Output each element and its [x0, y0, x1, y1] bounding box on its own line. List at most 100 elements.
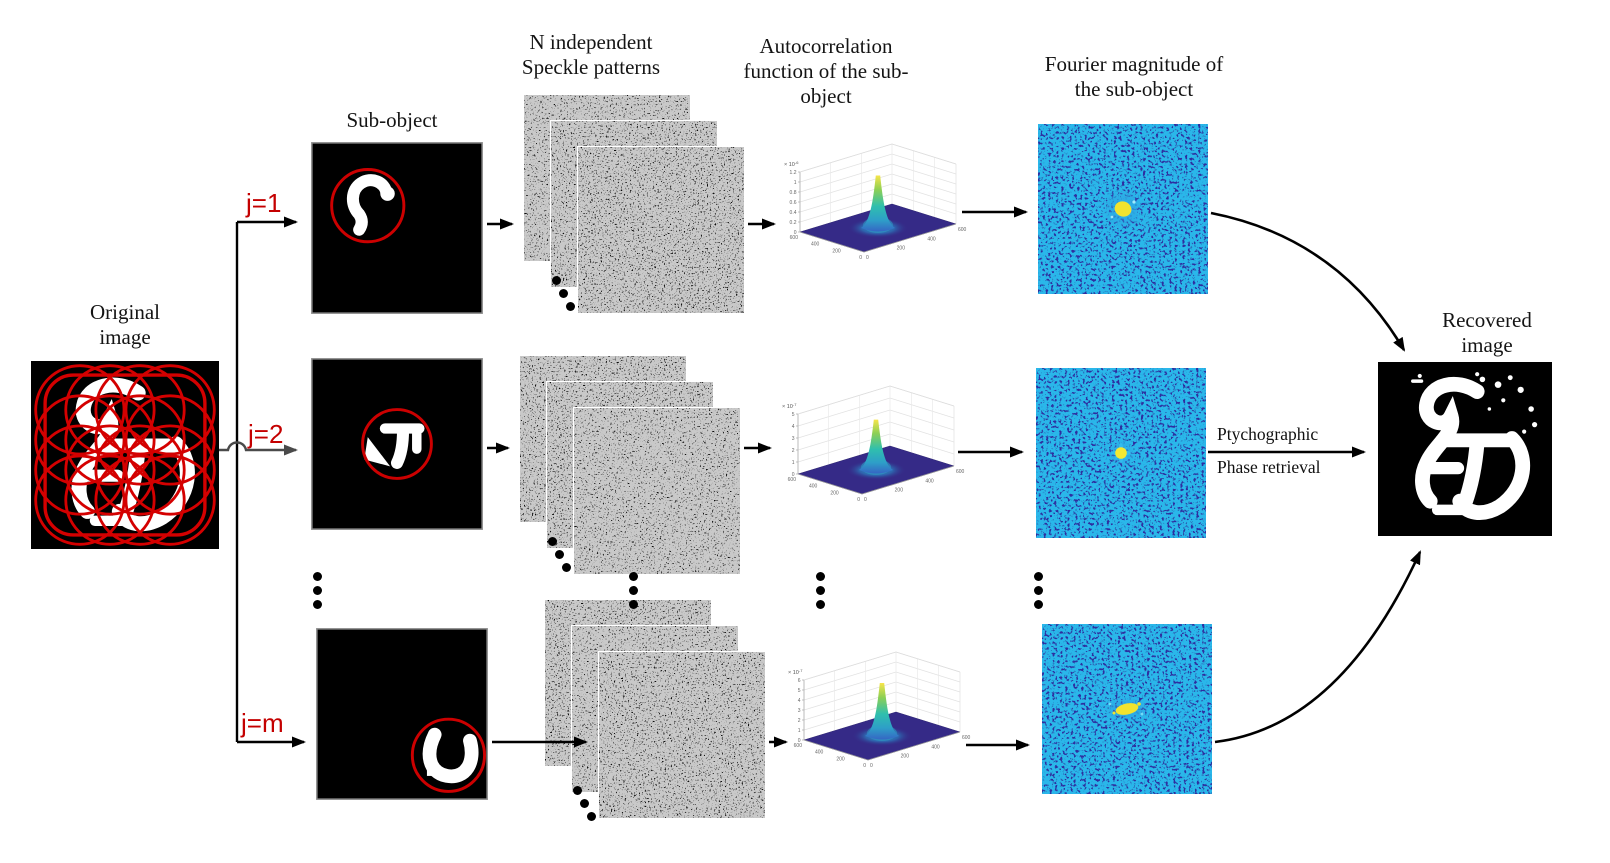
svg-text:3: 3	[798, 708, 801, 714]
sub-object-panel-jm	[316, 628, 488, 800]
header-line: Speckle patterns	[521, 55, 661, 79]
svg-text:400: 400	[811, 242, 820, 248]
header-line: Fourier magnitude of	[1044, 52, 1224, 76]
fourier-magnitude-j1	[1038, 124, 1208, 294]
svg-text:600: 600	[790, 235, 799, 241]
svg-text:1.2: 1.2	[790, 170, 797, 176]
svg-text:200: 200	[830, 490, 839, 496]
sub-object-j2	[311, 358, 483, 530]
row-ellipsis-fourier	[1034, 572, 1043, 614]
fourier-header: Fourier magnitude of the sub-object	[1014, 52, 1254, 102]
svg-text:600: 600	[956, 469, 965, 475]
svg-text:0: 0	[864, 497, 867, 503]
character-glyph	[1415, 376, 1531, 520]
header-line: N independent	[529, 30, 653, 54]
fourier-peak	[1115, 447, 1127, 459]
svg-text:0: 0	[857, 497, 860, 503]
arrow-curved-top-to-recovered	[1210, 211, 1406, 352]
svg-text:600: 600	[794, 743, 803, 749]
header-line: Sub-object	[346, 108, 438, 132]
svg-text:1: 1	[794, 180, 797, 186]
header-line: function of the sub-	[743, 59, 909, 83]
svg-text:0: 0	[863, 763, 866, 769]
svg-text:0: 0	[859, 255, 862, 261]
header-line: Original	[90, 300, 160, 324]
recovered-image-panel	[1378, 362, 1552, 536]
branch-label-jm: j=m	[241, 708, 284, 738]
svg-text:600: 600	[958, 227, 967, 233]
sub-object-jm	[316, 628, 488, 800]
row-ellipsis-subobject	[313, 572, 322, 614]
header-line: Autocorrelation	[759, 34, 893, 58]
header-line: object	[800, 84, 852, 108]
original-image	[31, 361, 219, 549]
sub-glyph-fragment	[380, 186, 395, 201]
svg-text:0.4: 0.4	[790, 210, 797, 216]
svg-text:600: 600	[788, 477, 797, 483]
header-line: Recovered	[1442, 308, 1532, 332]
fourier-magnitude-jm	[1042, 624, 1212, 794]
header-line: image	[99, 325, 151, 349]
svg-text:5: 5	[792, 412, 795, 418]
branch-label-j2: j=2	[248, 419, 284, 449]
autocorrelation-header: Autocorrelation function of the sub- obj…	[716, 34, 936, 109]
sub-object-panel-j2	[311, 358, 483, 530]
svg-text:400: 400	[925, 478, 934, 484]
sub-glyph-fragment	[346, 174, 393, 236]
svg-text:2: 2	[792, 448, 795, 454]
svg-text:400: 400	[931, 744, 940, 750]
svg-text:200: 200	[895, 488, 904, 494]
header-line: the sub-object	[1074, 77, 1194, 101]
svg-text:2: 2	[798, 718, 801, 724]
speckle-pattern-front	[577, 146, 745, 318]
original-image-panel	[31, 361, 219, 549]
scan-circle	[361, 408, 433, 480]
svg-text:400: 400	[927, 236, 936, 242]
svg-text:200: 200	[832, 248, 841, 254]
svg-text:1: 1	[792, 460, 795, 466]
svg-text:5: 5	[798, 688, 801, 694]
speckle-stack-ellipsis-j1	[552, 276, 578, 316]
fourier-magnitude-panel-j1	[1038, 124, 1208, 294]
scan-circles-grid	[34, 364, 216, 546]
sub-glyph-fragment	[364, 423, 425, 469]
fourier-magnitude-j2	[1036, 368, 1206, 538]
svg-text:0: 0	[794, 230, 797, 236]
sub-object-j1	[311, 142, 483, 314]
sub-object-panel-j1	[311, 142, 483, 314]
scan-circle	[330, 168, 406, 244]
arrow-curved-bottom-to-recovered	[1214, 550, 1422, 744]
header-line: image	[1461, 333, 1513, 357]
svg-text:0.2: 0.2	[790, 220, 797, 226]
fourier-magnitude-panel-jm	[1042, 624, 1212, 794]
fourier-magnitude-panel-j2	[1036, 368, 1206, 538]
svg-text:0: 0	[870, 763, 873, 769]
svg-text:200: 200	[901, 754, 910, 760]
svg-text:600: 600	[962, 735, 971, 741]
svg-text:× 10-6: × 10-6	[784, 160, 799, 168]
svg-text:0: 0	[798, 738, 801, 744]
fourier-peak	[1114, 201, 1132, 217]
svg-text:0: 0	[792, 472, 795, 478]
svg-text:200: 200	[897, 246, 906, 252]
svg-text:0: 0	[866, 255, 869, 261]
svg-text:0.6: 0.6	[790, 200, 797, 206]
sub-glyph-fragment	[422, 727, 479, 784]
original-image-header: Original image	[32, 300, 218, 350]
reconstruction-noise-specks	[1411, 372, 1538, 434]
svg-text:1: 1	[798, 728, 801, 734]
svg-text:200: 200	[836, 756, 845, 762]
speckle-stack-ellipsis-j2	[548, 537, 574, 577]
scan-circle	[410, 717, 487, 793]
sub-object-header: Sub-object	[292, 108, 492, 133]
speckle-pattern-front	[598, 651, 766, 823]
recovered-image	[1378, 362, 1552, 536]
svg-text:× 10-7: × 10-7	[788, 668, 803, 676]
svg-text:0.8: 0.8	[790, 190, 797, 196]
recovered-image-header: Recovered image	[1387, 308, 1587, 358]
process-label-line1: Ptychographic	[1217, 424, 1319, 444]
svg-text:3: 3	[792, 436, 795, 442]
